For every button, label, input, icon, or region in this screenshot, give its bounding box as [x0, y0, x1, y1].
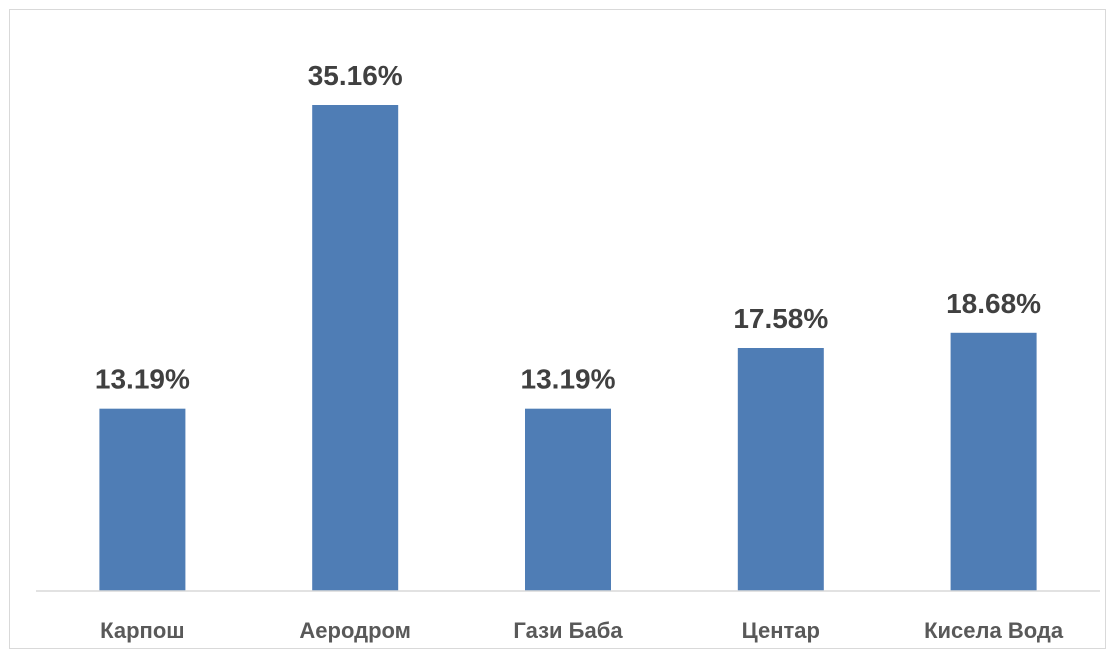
- data-label-5: 18.68%: [946, 288, 1041, 319]
- x-tick-label-3: Гази Баба: [513, 618, 623, 643]
- chart-frame: [9, 9, 1106, 649]
- data-label-4: 17.58%: [733, 303, 828, 334]
- bar-2: [312, 105, 399, 591]
- bar-3: [525, 408, 611, 591]
- x-tick-label-4: Центар: [742, 618, 820, 643]
- x-tick-label-2: Аеродром: [299, 618, 411, 643]
- bar-4: [737, 348, 824, 591]
- data-label-2: 35.16%: [308, 60, 403, 91]
- bar-1: [99, 408, 186, 591]
- bar-5: [950, 332, 1037, 591]
- bars-group: [99, 105, 1037, 591]
- data-labels-group: 13.19% 35.16% 13.19% 17.58% 18.68%: [95, 60, 1041, 395]
- x-tick-label-1: Карпош: [100, 618, 184, 643]
- data-label-3: 13.19%: [521, 364, 616, 395]
- data-label-1: 13.19%: [95, 364, 190, 395]
- x-tick-labels-group: Карпош Аеродром Гази Баба Центар Кисела Вода: [100, 618, 1064, 643]
- x-tick-label-5: Кисела Вода: [924, 618, 1064, 643]
